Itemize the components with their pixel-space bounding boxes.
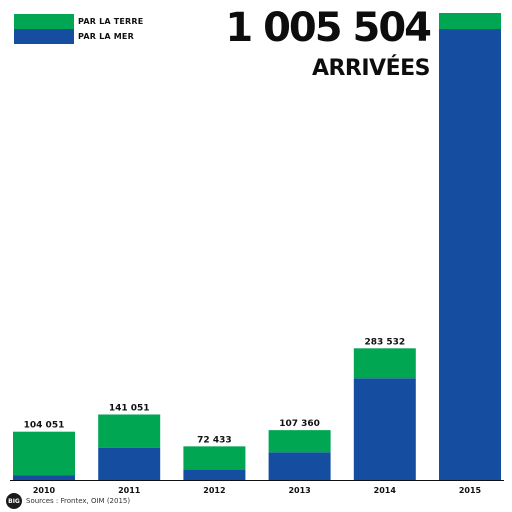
publisher-logo: BIG xyxy=(6,493,22,509)
total-arrivals-number: 1 005 504 xyxy=(225,5,432,51)
source-line: BIG Sources : Frontex, OIM (2015) xyxy=(6,493,130,509)
legend: PAR LA TERRE PAR LA MER xyxy=(14,14,143,44)
legend-swatch-land xyxy=(14,14,74,29)
bar-sea-2012 xyxy=(183,469,246,480)
legend-item-sea: PAR LA MER xyxy=(14,29,143,44)
bar-land-2011 xyxy=(98,414,161,448)
bar-land-2013 xyxy=(268,430,331,453)
legend-swatch-sea xyxy=(14,29,74,44)
x-tick-label-2014: 2014 xyxy=(374,486,397,495)
data-label-2011: 141 051 xyxy=(109,403,150,413)
data-label-2013: 107 360 xyxy=(279,419,320,429)
bar-sea-2011 xyxy=(98,447,161,480)
x-tick-label-2013: 2013 xyxy=(288,486,310,495)
x-tick-label-2011: 2011 xyxy=(118,486,141,495)
data-label-2010: 104 051 xyxy=(24,421,65,431)
bar-land-2015 xyxy=(439,13,501,30)
x-tick-label-2012: 2012 xyxy=(203,486,225,495)
bar-sea-2015 xyxy=(439,29,501,480)
arrivals-subtitle: ARRIVÉES xyxy=(311,56,431,81)
x-tick-label-2010: 2010 xyxy=(33,486,56,495)
bar-land-2012 xyxy=(183,446,246,470)
data-label-2014: 283 532 xyxy=(364,337,405,347)
source-text: Sources : Frontex, OIM (2015) xyxy=(26,497,131,505)
bar-sea-2010 xyxy=(13,475,75,480)
x-tick-label-2015: 2015 xyxy=(459,486,482,495)
bar-land-2010 xyxy=(13,431,75,476)
data-label-2012: 72 433 xyxy=(197,435,231,445)
headline: 1 005 504 ARRIVÉES xyxy=(225,5,432,84)
bar-sea-2014 xyxy=(353,378,416,480)
bar-sea-2013 xyxy=(268,452,331,480)
legend-label-sea: PAR LA MER xyxy=(78,32,134,41)
legend-item-land: PAR LA TERRE xyxy=(14,14,143,29)
bar-land-2014 xyxy=(353,348,416,379)
legend-label-land: PAR LA TERRE xyxy=(78,17,144,26)
